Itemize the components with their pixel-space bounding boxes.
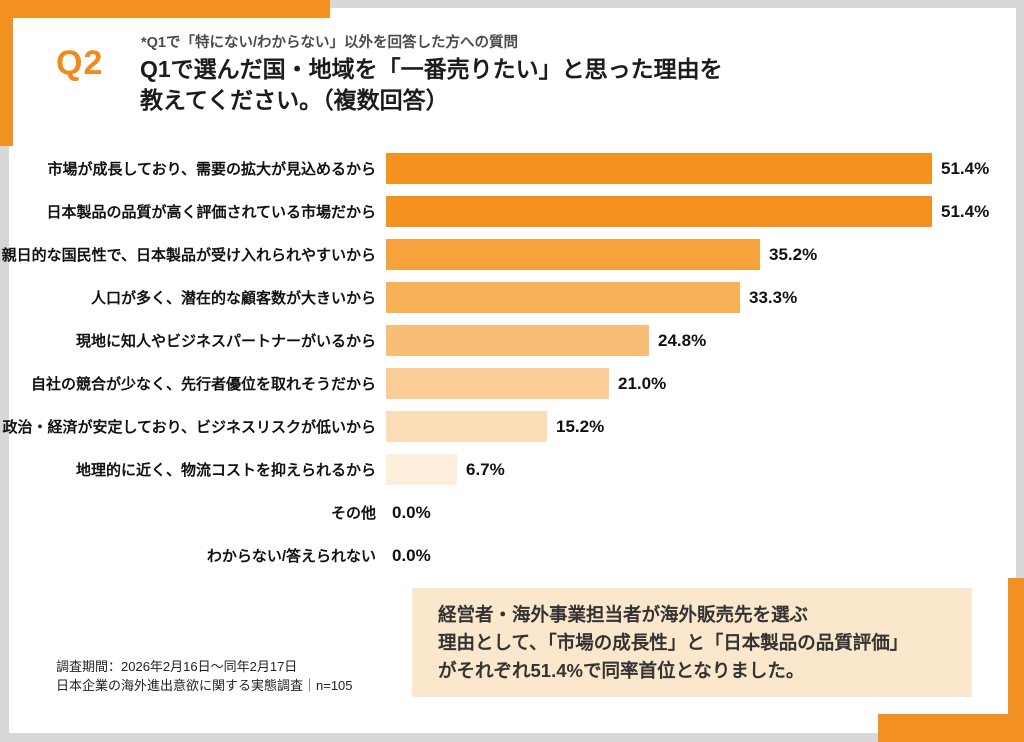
frame-edge-bottom <box>0 733 880 742</box>
question-note: *Q1で「特にない/わからない」以外を回答した方への質問 <box>141 35 519 51</box>
bar-value-label: 24.8% <box>658 330 707 350</box>
category-label: 政治・経済が安定しており、ビジネスリスクが低いから <box>2 419 376 436</box>
category-label: 日本製品の品質が高く評価されている市場だから <box>46 204 376 221</box>
chart-row: その他 0.0% <box>0 491 1010 534</box>
frame-edge-right <box>1016 8 1024 580</box>
bar <box>386 325 649 356</box>
bar-value-label: 35.2% <box>769 244 818 264</box>
bar-value-label: 51.4% <box>941 158 990 178</box>
chart-row: 現地に知人やビジネスパートナーがいるから 24.8% <box>0 319 1010 362</box>
survey-name-sample: 日本企業の海外進出意欲に関する実態調査｜n=105 <box>56 678 353 693</box>
survey-meta: 調査期間：2026年2月16日～同年2月17日 日本企業の海外進出意欲に関する実… <box>56 657 353 695</box>
bar-zone: 51.4% <box>386 147 1010 190</box>
bar-zone: 33.3% <box>386 276 1010 319</box>
corner-bracket-top-left-vertical <box>0 0 13 146</box>
bar-zone: 21.0% <box>386 362 1010 405</box>
category-label: 親日的な国民性で、日本製品が受け入れられやすいから <box>1 247 376 264</box>
bar <box>386 282 740 313</box>
bar-zone: 0.0% <box>386 534 1010 577</box>
chart-row: わからない/答えられない 0.0% <box>0 534 1010 577</box>
bar <box>386 153 932 184</box>
summary-line-2: 理由として、「市場の成長性」と「日本製品の品質評価」 <box>438 632 909 653</box>
category-label: 自社の競合が少なく、先行者優位を取れそうだから <box>30 376 376 393</box>
bar-value-label: 33.3% <box>749 287 798 307</box>
chart-row: 政治・経済が安定しており、ビジネスリスクが低いから 15.2% <box>0 405 1010 448</box>
chart-row: 人口が多く、潜在的な顧客数が大きいから 33.3% <box>0 276 1010 319</box>
summary-box: 経営者・海外事業担当者が海外販売先を選ぶ 理由として、「市場の成長性」と「日本製… <box>412 588 972 697</box>
bar <box>386 454 457 485</box>
bar-zone: 51.4% <box>386 190 1010 233</box>
page-title: Q1で選んだ国・地域を「一番売りたい」と思った理由を 教えてください。（複数回答… <box>140 54 723 116</box>
survey-period: 調査期間：2026年2月16日～同年2月17日 <box>56 659 298 674</box>
chart-row: 地理的に近く、物流コストを抑えられるから 6.7% <box>0 448 1010 491</box>
summary-line-1: 経営者・海外事業担当者が海外販売先を選ぶ <box>438 604 809 625</box>
corner-bracket-bottom-right-vertical <box>1008 578 1024 742</box>
bar <box>386 411 547 442</box>
page-title-line-1: Q1で選んだ国・地域を「一番売りたい」と思った理由を <box>140 56 723 82</box>
question-number-label: Q2 <box>56 44 104 82</box>
category-label: その他 <box>330 505 376 522</box>
bar <box>386 368 609 399</box>
corner-bracket-top-left-horizontal <box>0 0 330 18</box>
bar-value-label: 51.4% <box>941 201 990 221</box>
corner-bracket-bottom-right-horizontal <box>878 714 1024 742</box>
bar-zone: 6.7% <box>386 448 1010 491</box>
chart-row: 自社の競合が少なく、先行者優位を取れそうだから 21.0% <box>0 362 1010 405</box>
category-label: 現地に知人やビジネスパートナーがいるから <box>75 333 376 350</box>
bar-zone: 24.8% <box>386 319 1010 362</box>
category-label: 人口が多く、潜在的な顧客数が大きいから <box>90 290 376 307</box>
category-label: 地理的に近く、物流コストを抑えられるから <box>75 462 376 479</box>
category-label: わからない/答えられない <box>206 548 376 565</box>
bar-value-label: 6.7% <box>466 459 505 479</box>
category-label: 市場が成長しており、需要の拡大が見込めるから <box>47 161 376 178</box>
summary-line-3: がそれぞれ51.4%で同率首位となりました。 <box>438 660 805 681</box>
bar-value-label: 21.0% <box>618 373 667 393</box>
bar-zone: 35.2% <box>386 233 1010 276</box>
bar <box>386 239 760 270</box>
bar-zone: 15.2% <box>386 405 1010 448</box>
bar <box>386 196 932 227</box>
bar-value-label: 15.2% <box>556 416 605 436</box>
chart-row: 市場が成長しており、需要の拡大が見込めるから 51.4% <box>0 147 1010 190</box>
bar-value-label: 0.0% <box>392 502 431 522</box>
bar-chart: 市場が成長しており、需要の拡大が見込めるから 51.4% 日本製品の品質が高く評価さ… <box>0 147 1010 577</box>
bar-zone: 0.0% <box>386 491 1010 534</box>
frame-edge-top <box>328 0 1024 8</box>
chart-row: 親日的な国民性で、日本製品が受け入れられやすいから 35.2% <box>0 233 1010 276</box>
frame-edge-left <box>0 145 9 733</box>
chart-row: 日本製品の品質が高く評価されている市場だから 51.4% <box>0 190 1010 233</box>
page-title-line-2: 教えてください。（複数回答） <box>140 87 449 113</box>
bar-value-label: 0.0% <box>392 545 431 565</box>
